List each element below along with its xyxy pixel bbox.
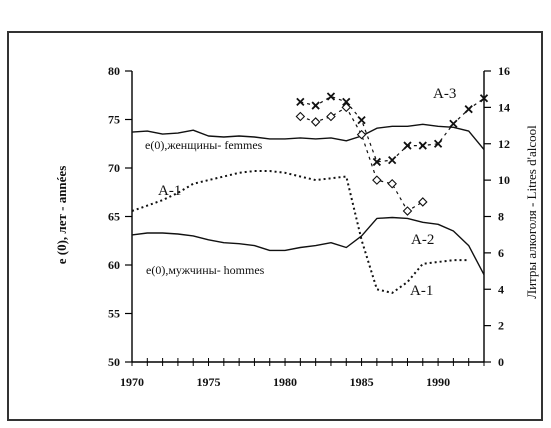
a2-diamond-marker: [402, 206, 413, 216]
x-tick-label: 1975: [197, 375, 221, 389]
annotation-femmes: e(0),женщины- femmes: [145, 138, 263, 152]
a3-x-marker: [311, 101, 320, 110]
a2-diamond-marker: [356, 129, 367, 140]
y-left-tick-label: 75: [108, 113, 120, 127]
y-right-tick-label: 16: [498, 64, 510, 78]
right-y-axis-ticks: 0 2 4 6 8 10 12 14 16: [484, 64, 510, 369]
x-tick-label: 1970: [120, 375, 144, 389]
series-line-e-0-hommes: [131, 216, 485, 276]
a2-diamond-marker: [295, 111, 306, 122]
a3-x-marker: [433, 139, 443, 148]
series-line-e-0-femmes: [131, 123, 485, 151]
figure-border: [7, 31, 543, 421]
x-tick-label: 1990: [426, 375, 450, 389]
a2-diamond-marker: [387, 178, 397, 189]
y-left-tick-label: 60: [108, 258, 120, 272]
a3-x-marker: [403, 141, 412, 150]
y-left-axis-title: e (0), лет - années: [54, 166, 69, 265]
a2-diamond-marker: [310, 117, 321, 127]
a3-x-marker: [479, 94, 489, 103]
y-right-tick-label: 2: [498, 319, 504, 333]
annotation-a1-lower: A-1: [410, 283, 433, 299]
a3-x-marker: [464, 105, 473, 114]
x-axis-ticks: 1970 1975 1980 1985 1990: [120, 358, 485, 389]
a3-x-marker: [449, 119, 458, 128]
x-tick-label: 1980: [273, 375, 297, 389]
y-left-tick-label: 70: [108, 161, 120, 175]
y-right-tick-label: 8: [498, 210, 504, 224]
a3-x-marker: [418, 141, 427, 150]
a3-x-marker: [388, 155, 397, 165]
annotation-hommes: e(0),мужчины- hommes: [146, 263, 265, 277]
y-right-tick-label: 10: [498, 173, 510, 187]
y-left-tick-label: 65: [108, 210, 120, 224]
series-line-a-3: [300, 95, 485, 163]
series-line-a-2: [300, 106, 424, 212]
a2-diamond-marker: [418, 197, 428, 207]
left-y-axis-ticks: 50 55 60 65 70 75 80: [108, 64, 132, 369]
a3-x-marker: [296, 97, 305, 107]
a2-diamond-marker: [372, 175, 382, 185]
a3-x-marker: [372, 157, 382, 167]
a3-x-marker: [342, 97, 351, 107]
series-markers: [295, 92, 489, 216]
a2-diamond-marker: [326, 111, 336, 122]
y-right-tick-label: 0: [498, 355, 504, 369]
annotation-a3: A-3: [433, 86, 456, 102]
annotation-a1-upper: A-1: [158, 183, 181, 199]
y-left-tick-label: 50: [108, 355, 120, 369]
y-left-tick-label: 55: [108, 307, 120, 321]
a3-x-marker: [357, 115, 366, 125]
y-right-axis-title: Литры алкоголя - Litres d'alcool: [524, 125, 539, 299]
a3-x-marker: [326, 92, 336, 101]
y-right-tick-label: 14: [498, 100, 510, 114]
a2-diamond-marker: [341, 102, 352, 113]
annotation-a2: A-2: [411, 232, 434, 248]
series-line-a-1: [131, 170, 469, 294]
y-right-tick-label: 4: [498, 282, 504, 296]
x-tick-label: 1985: [350, 375, 374, 389]
y-right-tick-label: 6: [498, 246, 504, 260]
y-left-tick-label: 80: [108, 64, 120, 78]
y-right-tick-label: 12: [498, 137, 510, 151]
